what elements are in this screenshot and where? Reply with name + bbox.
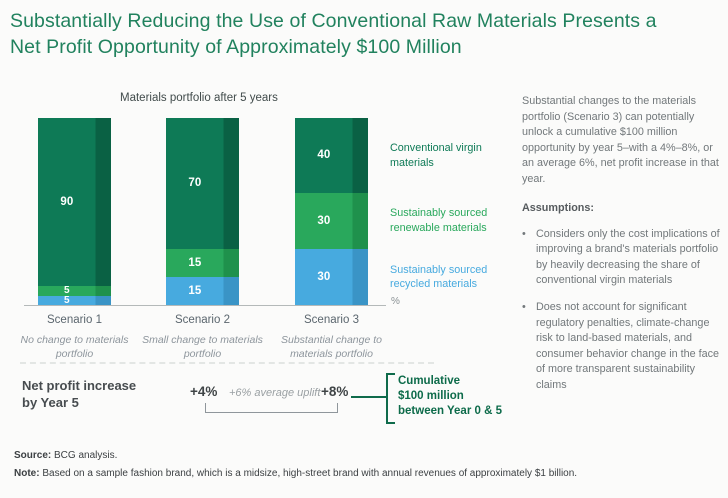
source-text: BCG analysis.	[51, 450, 118, 461]
axis-unit-label: %	[391, 296, 400, 307]
range-bracket	[205, 403, 338, 413]
uplift-average-value: +6% average uplift	[229, 387, 321, 399]
x-axis-line	[24, 305, 386, 306]
callout-bracket	[386, 373, 395, 424]
bar-scenario-2: 70 15 15	[166, 118, 239, 305]
bar-value-label: 30	[317, 214, 331, 227]
bar-segment: 30	[295, 192, 368, 249]
bar-value-label: 90	[60, 196, 74, 209]
cumulative-callout: Cumulative $100 million between Year 0 &…	[398, 374, 528, 420]
category-label: Scenario 1	[47, 314, 102, 326]
bar-value-label: 15	[188, 256, 202, 269]
bullet-dot-icon: •	[522, 227, 526, 240]
bar-segment: 5	[38, 285, 111, 297]
bar-segment: 30	[295, 248, 368, 305]
source-prefix: Source:	[14, 450, 52, 461]
dashed-divider	[20, 362, 434, 364]
uplift-high-value: +8%	[321, 384, 349, 399]
source-line: Source: BCG analysis.	[14, 450, 720, 461]
side-panel: Substantial changes to the materials por…	[522, 94, 720, 404]
bar-segment: 70	[166, 118, 239, 249]
bar-value-label: 5	[64, 285, 70, 297]
legend-entry: Sustainably sourced renewable materials	[390, 206, 488, 234]
note-text: Based on a sample fashion brand, which i…	[39, 468, 578, 479]
category-subtitle: Substantial change to materials portfoli…	[281, 334, 382, 361]
bar-value-label: 5	[64, 294, 70, 306]
assumption-bullet: • Considers only the cost implications o…	[522, 227, 720, 289]
note-prefix: Note:	[14, 468, 40, 479]
legend-entry: Conventional virgin materials	[390, 142, 482, 169]
cumulative-callout-line: between Year 0 & 5	[398, 405, 502, 418]
bar-segment: 15	[166, 276, 239, 305]
callout-connector-line	[351, 396, 386, 398]
bar-scenario-1: 90 5 5	[38, 118, 111, 306]
bar-value-label: 30	[317, 270, 331, 283]
legend-entry: Sustainably sourced recycled materials	[390, 263, 488, 291]
bar-segment: 15	[166, 248, 239, 277]
cumulative-callout-line: $100 million	[398, 390, 464, 403]
category-subtitle: Small change to materials portfolio	[142, 334, 263, 361]
category-label: Scenario 3	[304, 314, 359, 326]
bar-value-label: 70	[188, 177, 202, 190]
assumptions-heading: Assumptions:	[522, 202, 594, 215]
cumulative-callout-line: Cumulative	[398, 375, 460, 387]
assumption-bullet: • Does not account for significant regul…	[522, 300, 720, 393]
bullet-dot-icon: •	[522, 301, 526, 314]
bar-value-label: 40	[317, 149, 331, 162]
category-label: Scenario 2	[175, 314, 230, 326]
side-panel-paragraph: Substantial changes to the materials por…	[522, 95, 719, 185]
uplift-low-value: +4%	[190, 384, 218, 399]
bar-scenario-3: 40 30 30	[295, 118, 368, 305]
assumption-bullet-text: Does not account for significant regulat…	[536, 301, 720, 391]
page-title-line-2: Net Profit Opportunity of Approximately …	[10, 36, 462, 59]
page-title: Substantially Reducing the Use of Conven…	[10, 8, 720, 60]
page-title-line-1: Substantially Reducing the Use of Conven…	[10, 10, 657, 32]
chart-title: Materials portfolio after 5 years	[120, 92, 278, 104]
assumption-bullet-text: Considers only the cost implications of …	[536, 227, 720, 287]
bar-segment: 5	[38, 294, 111, 306]
category-subtitle: No change to materials portfolio	[20, 334, 129, 361]
chart-legend: Conventional virgin materials Sustainably…	[390, 141, 514, 292]
note-line: Note: Based on a sample fashion brand, w…	[14, 468, 720, 479]
net-profit-row-label: Net profit increase by Year 5	[22, 378, 137, 410]
bar-segment: 90	[38, 118, 111, 287]
bar-segment: 40	[295, 118, 368, 193]
bar-value-label: 15	[188, 284, 202, 297]
